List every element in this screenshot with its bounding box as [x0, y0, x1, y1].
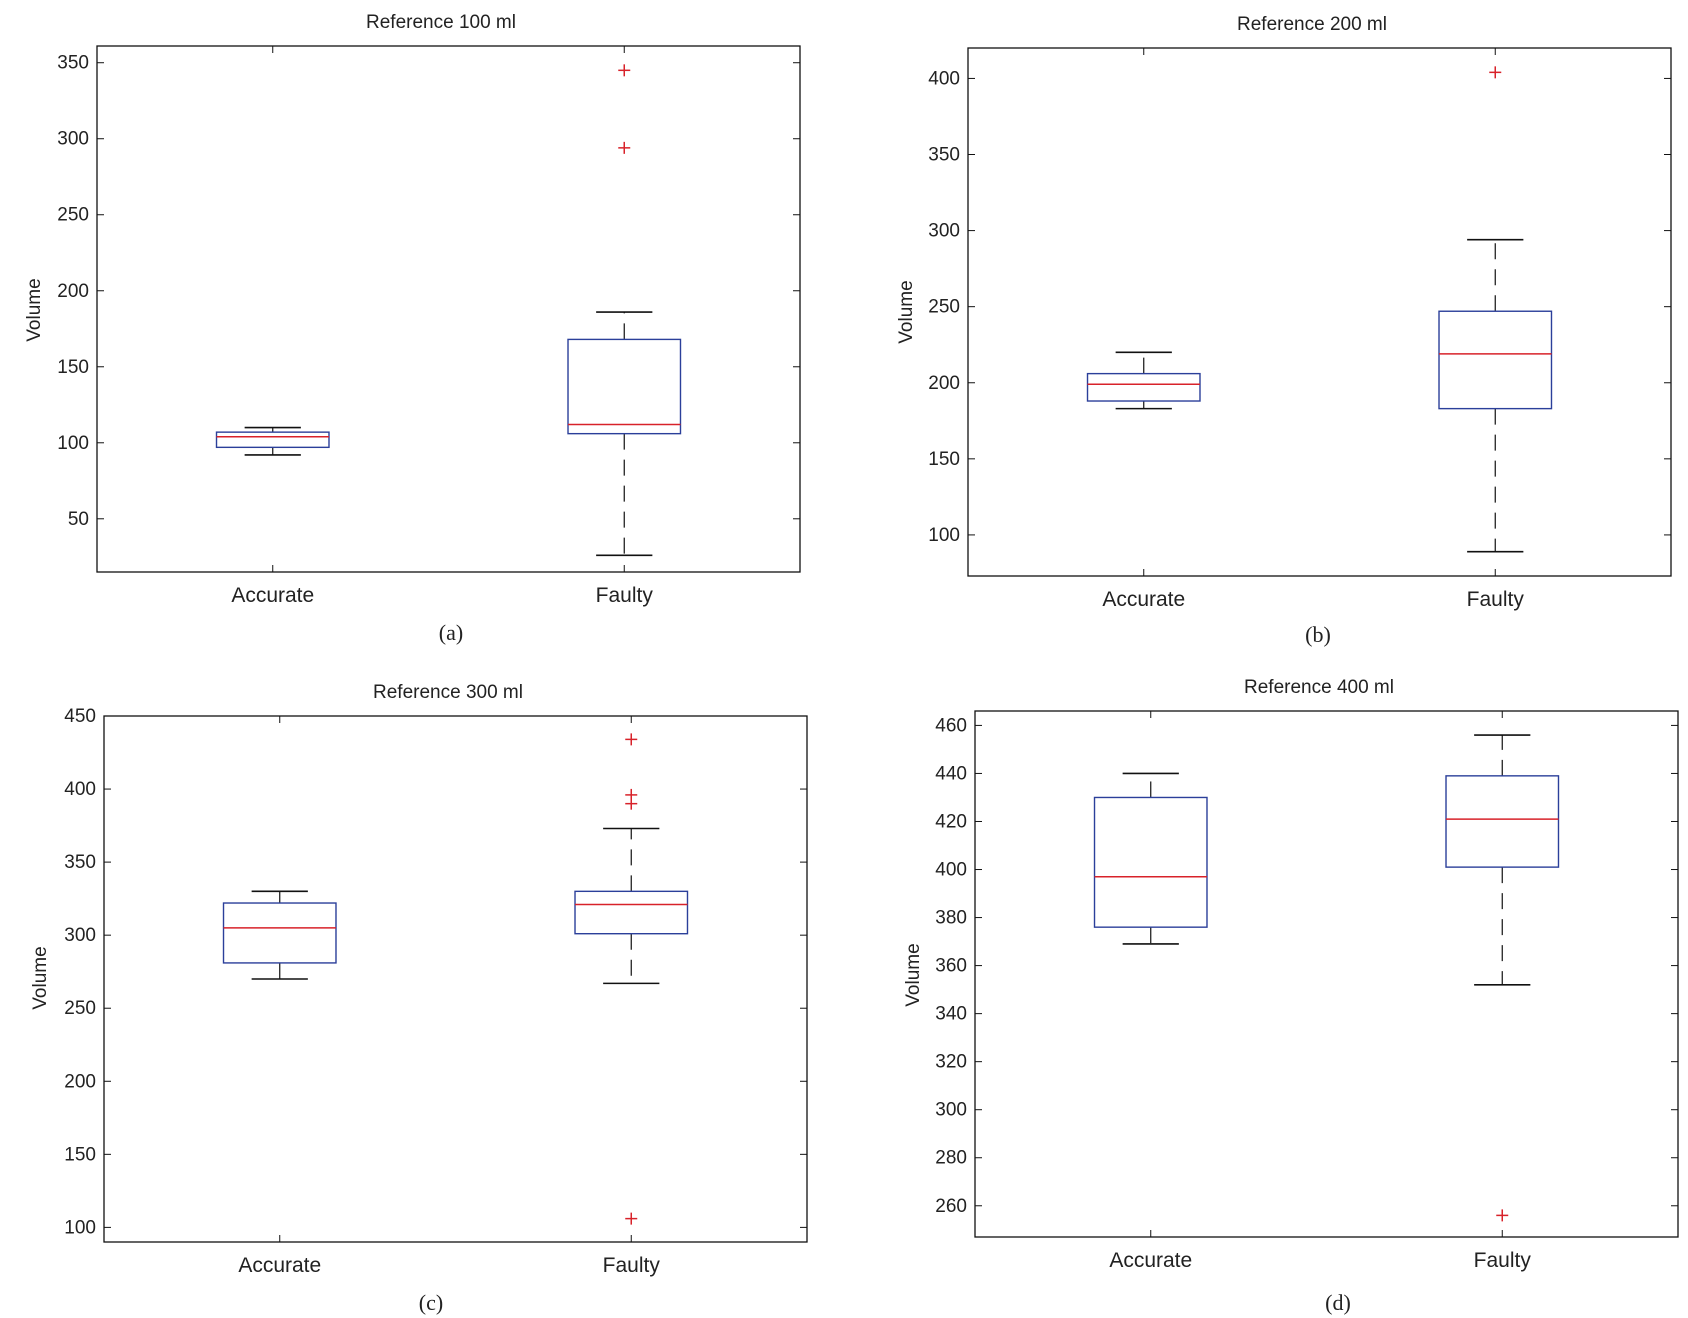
panel-b: Reference 200 ml Volume (b) 100 150 200 250… [896, 14, 1672, 647]
y-tick-label: 380 [935, 908, 967, 929]
y-tick-label: 360 [935, 956, 967, 977]
y-tick-label: 450 [64, 706, 96, 727]
y-tick-label: 400 [928, 68, 960, 89]
y-tick-label: 200 [64, 1071, 96, 1092]
y-tick-label: 250 [64, 998, 96, 1019]
y-axis-label: Volume [903, 943, 924, 1006]
plot-frame [96, 45, 801, 573]
y-tick-label: 100 [64, 1217, 96, 1238]
y-tick-label: 400 [64, 779, 96, 800]
panel-c: Reference 300 ml Volume (c) 100 150 200 250… [30, 682, 808, 1315]
box-accurate [215, 431, 330, 449]
box-accurate [1093, 796, 1208, 928]
y-tick-label: 350 [57, 53, 89, 74]
y-tick-label: 250 [928, 297, 960, 318]
box-accurate [1086, 372, 1201, 402]
outlier-faulty [1496, 1209, 1509, 1222]
y-tick-label: 350 [64, 852, 96, 873]
chart-title: Reference 100 ml [366, 12, 516, 33]
x-tick-label: Accurate [231, 584, 314, 607]
y-tick-label: 300 [64, 925, 96, 946]
outlier-faulty [618, 64, 631, 77]
y-tick-label: 320 [935, 1052, 967, 1073]
y-tick-label: 340 [935, 1004, 967, 1025]
y-tick-label: 280 [935, 1148, 967, 1169]
y-tick-label: 200 [928, 373, 960, 394]
y-tick-label: 100 [928, 525, 960, 546]
y-tick-label: 420 [935, 811, 967, 832]
y-axis-label: Volume [24, 278, 45, 341]
outlier-faulty [1489, 66, 1502, 79]
outlier-faulty [625, 788, 638, 801]
panel-d: Reference 400 ml Volume (d) 260 280 300 320… [903, 677, 1679, 1315]
box-faulty [1438, 310, 1553, 410]
x-tick-label: Faulty [603, 1254, 661, 1277]
y-tick-label: 300 [935, 1100, 967, 1121]
x-tick-label: Faulty [596, 584, 654, 607]
panel-caption: (a) [439, 620, 463, 645]
y-axis-label: Volume [30, 946, 51, 1009]
x-tick-label: Faulty [1474, 1249, 1532, 1272]
y-tick-label: 150 [928, 449, 960, 470]
y-tick-label: 460 [935, 715, 967, 736]
chart-title: Reference 200 ml [1237, 14, 1387, 35]
y-tick-label: 200 [57, 281, 89, 302]
x-tick-label: Accurate [238, 1254, 321, 1277]
plot-frame [103, 715, 808, 1243]
panel-a: Reference 100 ml Volume (a) 50 100 150 200 2… [24, 12, 801, 645]
y-tick-label: 260 [935, 1196, 967, 1217]
y-tick-label: 150 [64, 1144, 96, 1165]
y-tick-label: 250 [57, 205, 89, 226]
y-tick-label: 400 [935, 860, 967, 881]
outlier-faulty [625, 1212, 638, 1225]
x-tick-label: Accurate [1102, 588, 1185, 611]
box-faulty [1445, 775, 1560, 868]
panel-caption: (d) [1325, 1290, 1351, 1315]
plot-area: 50 100 150 200 250 300 350 Accurate Faulty [57, 46, 800, 607]
y-tick-label: 350 [928, 145, 960, 166]
plot-area: 100 150 200 250 300 350 400 450 Accurate Faulty [64, 706, 807, 1277]
box-accurate [222, 902, 337, 964]
outlier-faulty [625, 733, 638, 746]
chart-title: Reference 400 ml [1244, 677, 1394, 698]
box-faulty [567, 338, 682, 435]
panel-caption: (b) [1305, 622, 1331, 647]
y-tick-label: 100 [57, 433, 89, 454]
panel-caption: (c) [419, 1290, 443, 1315]
outlier-faulty [618, 141, 631, 154]
plot-frame [967, 47, 1672, 577]
plot-area: 100 150 200 250 300 350 400 Accurate Faulty [928, 48, 1671, 611]
y-axis-label: Volume [896, 280, 917, 343]
y-tick-label: 300 [57, 129, 89, 150]
plot-area: 260 280 300 320 340 360 380 400 420 440 460 Accurat… [935, 711, 1678, 1272]
x-tick-label: Accurate [1109, 1249, 1192, 1272]
y-tick-label: 440 [935, 763, 967, 784]
plot-frame [974, 710, 1679, 1238]
x-tick-label: Faulty [1467, 588, 1525, 611]
y-tick-label: 50 [68, 509, 89, 530]
y-tick-label: 300 [928, 221, 960, 242]
box-faulty [574, 890, 689, 935]
chart-title: Reference 300 ml [373, 682, 523, 703]
y-tick-label: 150 [57, 357, 89, 378]
